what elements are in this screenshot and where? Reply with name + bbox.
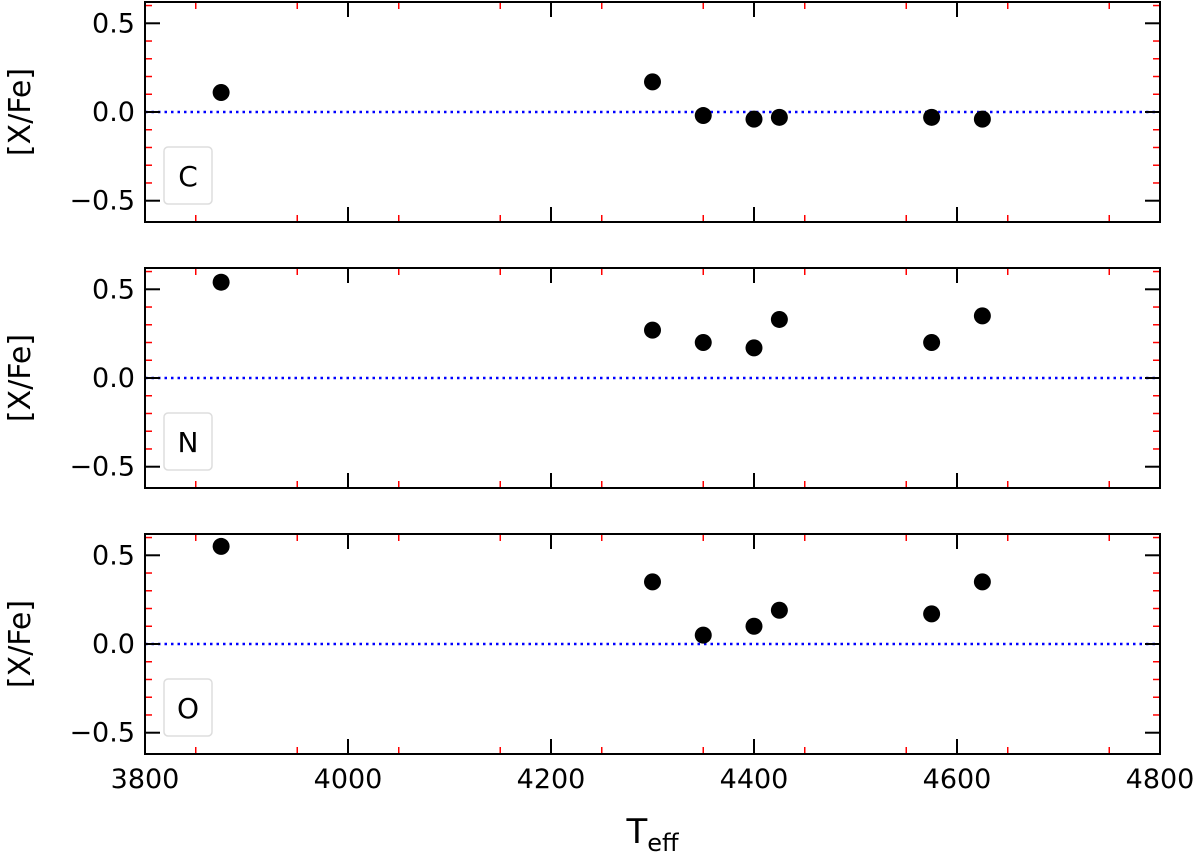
y-axis-label: [X/Fe] <box>3 600 38 688</box>
data-point <box>745 110 763 128</box>
legend-frame <box>163 146 213 205</box>
data-point <box>212 537 230 555</box>
axes-frame <box>144 533 1161 755</box>
data-point <box>973 307 991 325</box>
y-tick-label: −0.5 <box>69 186 135 217</box>
x-tick-label: 3800 <box>111 764 180 795</box>
legend-frame <box>163 678 213 737</box>
y-axis-label: [X/Fe] <box>3 334 38 422</box>
x-tick-label: 4400 <box>720 764 789 795</box>
data-point <box>770 310 788 328</box>
legend: O <box>163 678 213 737</box>
data-point <box>923 108 941 126</box>
data-point <box>745 339 763 357</box>
data-point <box>923 605 941 623</box>
data-point <box>644 73 661 91</box>
x-axis-label: Teff <box>625 812 679 854</box>
axes-frame <box>144 267 1161 489</box>
data-point <box>745 617 763 635</box>
x-axis-label-main: T <box>625 812 647 852</box>
y-tick-label: 0.0 <box>92 363 135 394</box>
legend: N <box>163 412 213 471</box>
panel-O: 0.5 0.0 −0.5 3800 4000 4200 4400 4600 4800 Teff [X… <box>3 533 1195 854</box>
data-point <box>694 334 712 352</box>
y-tick-label: 0.5 <box>92 274 135 305</box>
x-axis-label-subscript: eff <box>647 829 679 854</box>
y-tick-label: −0.5 <box>69 718 135 749</box>
data-point <box>923 334 941 352</box>
y-tick-label: −0.5 <box>69 452 135 483</box>
y-tick-label: 0.0 <box>92 629 135 660</box>
axes-frame <box>144 1 1161 223</box>
data-point <box>973 573 991 591</box>
data-point <box>770 108 788 126</box>
data-point <box>212 83 230 101</box>
data-point <box>694 107 712 125</box>
x-tick-label: 4200 <box>517 764 586 795</box>
data-point <box>973 110 991 128</box>
x-tick-label: 4600 <box>923 764 992 795</box>
data-point <box>770 601 788 619</box>
data-point <box>212 273 230 291</box>
x-tick-label: 4000 <box>314 764 383 795</box>
legend-frame <box>163 412 213 471</box>
y-tick-label: 0.5 <box>92 8 135 39</box>
legend: C <box>163 146 213 205</box>
y-tick-label: 0.0 <box>92 97 135 128</box>
data-point <box>694 626 712 644</box>
y-axis-label: [X/Fe] <box>3 68 38 156</box>
data-point <box>644 573 661 591</box>
legend-label: C <box>178 160 198 193</box>
panel-N: 0.5 0.0 −0.5 [X/Fe] N <box>3 267 1161 489</box>
legend-label: O <box>177 692 199 725</box>
panel-C: 0.5 0.0 −0.5 [X/Fe] C <box>3 1 1161 223</box>
data-point <box>644 321 661 339</box>
y-tick-label: 0.5 <box>92 540 135 571</box>
x-tick-label: 4800 <box>1126 764 1195 795</box>
legend-label: N <box>178 426 199 459</box>
